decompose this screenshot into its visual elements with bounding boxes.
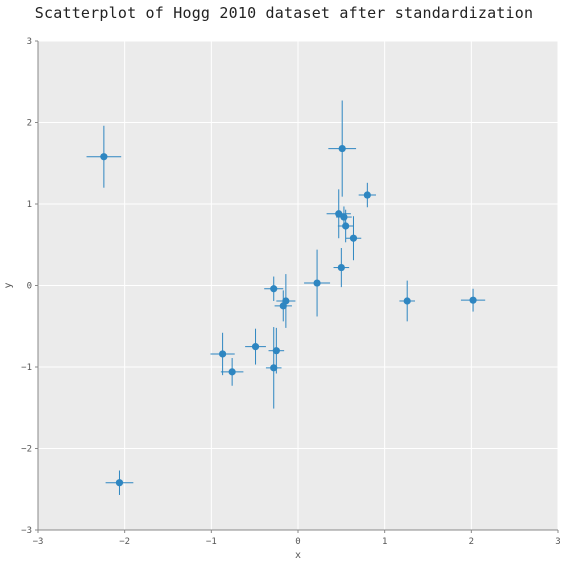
data-point [349, 234, 358, 242]
data-points [100, 144, 477, 487]
x-tick-label: 3 [555, 537, 560, 547]
data-point [100, 153, 108, 161]
x-tick-label: −2 [119, 537, 130, 547]
y-axis-label: y [3, 282, 14, 288]
y-tick-label: −1 [21, 363, 32, 373]
x-tick-label: 2 [469, 537, 474, 547]
y-tick-label: −2 [21, 445, 32, 455]
x-axis-label: x [295, 550, 301, 561]
data-point [338, 144, 346, 153]
x-tick-label: 0 [295, 537, 300, 547]
data-point [251, 343, 260, 351]
x-tick-label: −3 [33, 537, 44, 547]
data-point [270, 285, 278, 293]
data-point [282, 297, 290, 305]
data-point [313, 279, 321, 287]
data-point [272, 347, 280, 355]
y-tick-label: 1 [27, 200, 32, 210]
data-point [469, 296, 477, 304]
data-point [342, 222, 350, 230]
data-point [228, 368, 236, 376]
data-point [115, 479, 124, 487]
data-point [363, 191, 371, 199]
y-tick-label: −3 [21, 526, 32, 536]
data-point [335, 210, 343, 218]
chart-title: Scatterplot of Hogg 2010 dataset after s… [34, 4, 534, 22]
tick-labels: −3 −2 −1 0 1 2 3 −3 −2 −1 0 1 2 3 [21, 37, 561, 547]
y-tick-label: 0 [27, 282, 32, 292]
data-point [219, 350, 227, 358]
data-point [270, 364, 278, 372]
y-tick-label: 3 [27, 37, 32, 47]
data-point [403, 297, 411, 305]
axes [35, 40, 559, 533]
x-tick-label: 1 [382, 537, 387, 547]
data-point [340, 213, 348, 221]
data-point [337, 263, 345, 272]
y-tick-label: 2 [27, 119, 32, 129]
x-tick-label: −1 [206, 537, 217, 547]
